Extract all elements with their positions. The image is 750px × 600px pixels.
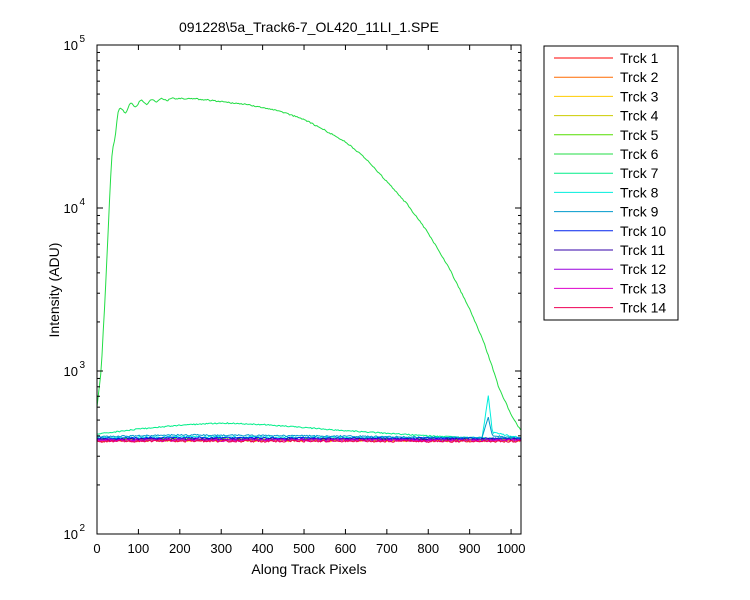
legend-label: Trck 1 [620, 50, 659, 66]
y-tick-label-exponent: 3 [79, 360, 85, 371]
legend-label: Trck 11 [620, 242, 665, 258]
legend-label: Trck 14 [620, 300, 666, 316]
chart-title: 091228\5a_Track6-7_OL420_11LI_1.SPE [179, 19, 439, 35]
x-tick-label: 600 [335, 541, 357, 556]
x-tick-label: 300 [210, 541, 232, 556]
y-tick-label: 10 [64, 38, 78, 53]
x-axis-label: Along Track Pixels [251, 561, 366, 577]
y-tick-label-exponent: 4 [79, 197, 85, 208]
x-tick-label: 700 [376, 541, 398, 556]
legend-label: Trck 2 [620, 69, 659, 85]
x-tick-label: 0 [93, 541, 100, 556]
x-axis: 0 100 200 300 400 500 600 700 800 900 1000 [93, 45, 526, 556]
x-tick-label: 100 [128, 541, 150, 556]
legend-label: Trck 8 [620, 184, 659, 200]
x-tick-label: 1000 [497, 541, 526, 556]
legend-label: Trck 5 [620, 127, 659, 143]
legend-label: Trck 10 [620, 223, 666, 239]
legend-label: Trck 7 [620, 165, 659, 181]
x-tick-label: 200 [169, 541, 191, 556]
series-line-trck-6 [96, 97, 522, 431]
series-line-trck-9 [96, 416, 521, 439]
y-tick-label: 10 [64, 527, 78, 542]
x-tick-label: 400 [252, 541, 274, 556]
legend-label: Trck 4 [620, 108, 659, 124]
legend-label: Trck 6 [620, 146, 659, 162]
legend-label: Trck 3 [620, 88, 659, 104]
x-tick-label: 800 [417, 541, 439, 556]
series-line-trck-14 [96, 439, 521, 443]
y-tick-label-exponent: 2 [79, 523, 85, 534]
plot-area [97, 45, 521, 534]
plot-frame [96, 44, 522, 535]
y-tick-label-exponent: 5 [79, 34, 85, 45]
y-tick-label: 10 [64, 364, 78, 379]
y-axis-label: Intensity (ADU) [46, 243, 62, 338]
legend-items: Trck 1 Trck 2 Trck 3 Trck 4 Trck 5 Trck 6 Trck… [554, 50, 666, 316]
y-tick-label-base: 10 [64, 38, 78, 53]
y-tick-label-base: 10 [64, 201, 78, 216]
y-tick-label: 10 [64, 201, 78, 216]
series-line-trck-7 [96, 422, 521, 440]
x-tick-label: 900 [459, 541, 481, 556]
legend: Trck 1 Trck 2 Trck 3 Trck 4 Trck 5 Trck 6 Trck… [543, 45, 679, 321]
x-tick-label: 500 [293, 541, 315, 556]
legend-label: Trck 9 [620, 204, 659, 220]
legend-label: Trck 13 [620, 280, 666, 296]
y-tick-label-base: 10 [64, 364, 78, 379]
y-tick-label-base: 10 [64, 527, 78, 542]
legend-box [543, 45, 679, 321]
legend-label: Trck 12 [620, 261, 666, 277]
series-layer [96, 97, 522, 443]
